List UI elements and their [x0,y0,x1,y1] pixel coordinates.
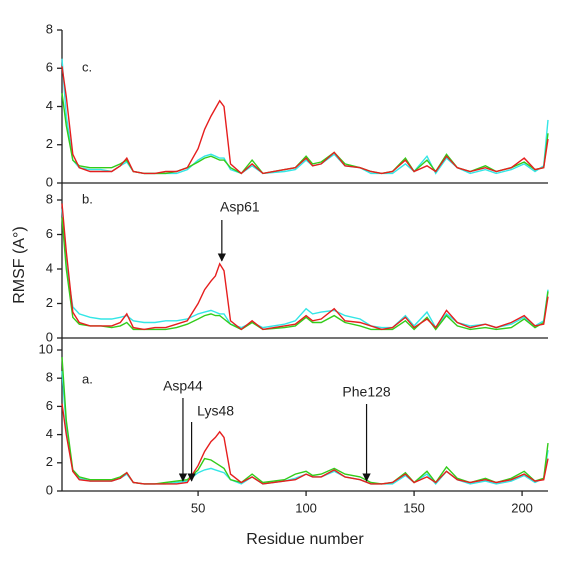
y-tick-label: 10 [39,341,53,356]
annotation-label: Lys48 [197,403,234,419]
data-line [61,403,549,485]
data-line [61,357,549,485]
y-tick-label: 6 [46,226,53,241]
y-tick-label: 2 [46,454,53,469]
y-tick-label: 0 [46,329,53,344]
y-tick-label: 6 [46,398,53,413]
data-line [61,208,549,329]
y-axis-title: RMSF (A°) [11,226,28,304]
y-tick-label: 2 [46,295,53,310]
y-tick-label: 0 [46,482,53,497]
panel-label: b. [82,191,93,206]
x-tick-label: 50 [191,500,205,515]
x-tick-label: 200 [511,500,533,515]
y-tick-label: 8 [46,191,53,206]
data-line [61,371,549,485]
data-line [61,203,549,331]
y-tick-label: 8 [46,370,53,385]
y-tick-label: 0 [46,174,53,189]
y-tick-label: 8 [46,21,53,36]
y-tick-label: 4 [46,98,53,113]
y-tick-label: 6 [46,60,53,75]
annotation-label: Phe128 [342,384,390,400]
y-tick-label: 4 [46,426,53,441]
data-line [61,58,549,175]
y-tick-label: 4 [46,260,53,275]
x-axis-title: Residue number [246,531,364,548]
data-line [61,66,549,175]
panel-label: a. [82,371,93,386]
x-tick-label: 100 [295,500,317,515]
data-line [61,217,549,331]
y-tick-label: 2 [46,136,53,151]
x-tick-label: 150 [403,500,425,515]
annotation-label: Asp44 [163,378,203,394]
panel-label: c. [82,59,92,74]
annotation-label: Asp61 [220,199,260,215]
